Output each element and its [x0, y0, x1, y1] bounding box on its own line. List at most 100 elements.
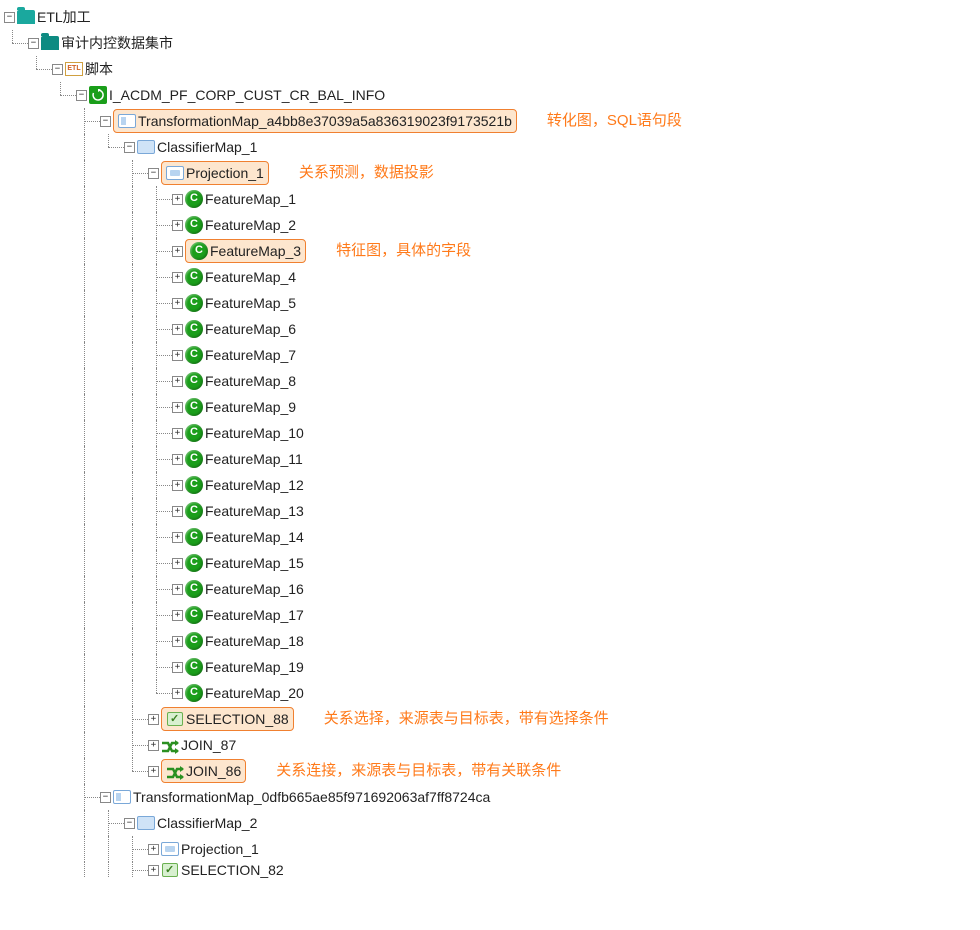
- tree-label: TransformationMap_a4bb8e37039a5a83631902…: [138, 110, 512, 132]
- tree-node-l1[interactable]: − 审计内控数据集市: [4, 30, 976, 56]
- tree-node-feature[interactable]: +CFeatureMap_16: [4, 576, 976, 602]
- tree-label: Projection_1: [181, 838, 259, 860]
- toggle-icon[interactable]: +: [172, 402, 183, 413]
- tree-node-feature[interactable]: +CFeatureMap_17: [4, 602, 976, 628]
- refresh-icon: [89, 86, 107, 104]
- etl-icon: ETL: [65, 60, 83, 78]
- feature-c-icon: C: [185, 424, 203, 442]
- tree-node-cmap1[interactable]: − ClassifierMap_1: [4, 134, 976, 160]
- tree-node-feature[interactable]: +CFeatureMap_5: [4, 290, 976, 316]
- tree-node-l2[interactable]: − ETL 脚本: [4, 56, 976, 82]
- tree-node-proj2[interactable]: + Projection_1: [4, 836, 976, 862]
- toggle-icon[interactable]: −: [76, 90, 87, 101]
- tree-node-feature[interactable]: +CFeatureMap_1: [4, 186, 976, 212]
- toggle-icon[interactable]: +: [172, 454, 183, 465]
- toggle-icon[interactable]: +: [172, 220, 183, 231]
- tree-label: SELECTION_88: [186, 708, 289, 730]
- toggle-icon[interactable]: −: [100, 116, 111, 127]
- projection-icon: [161, 840, 179, 858]
- toggle-icon[interactable]: +: [148, 844, 159, 855]
- tree-label: JOIN_86: [186, 760, 241, 782]
- tree-label: FeatureMap_19: [205, 656, 304, 678]
- toggle-icon[interactable]: +: [172, 480, 183, 491]
- toggle-icon[interactable]: +: [172, 636, 183, 647]
- tree-node-feature[interactable]: +CFeatureMap_8: [4, 368, 976, 394]
- toggle-icon[interactable]: +: [172, 532, 183, 543]
- tree-label: FeatureMap_4: [205, 266, 296, 288]
- tree-node-feature[interactable]: +CFeatureMap_7: [4, 342, 976, 368]
- tree-node-sel82[interactable]: + SELECTION_82: [4, 862, 976, 878]
- tree-node-feature[interactable]: +CFeatureMap_3特征图，具体的字段: [4, 238, 976, 264]
- tree-node-feature[interactable]: +CFeatureMap_19: [4, 654, 976, 680]
- tree-node-feature[interactable]: +CFeatureMap_18: [4, 628, 976, 654]
- map-icon: [137, 138, 155, 156]
- tree-label: FeatureMap_17: [205, 604, 304, 626]
- toggle-icon[interactable]: −: [100, 792, 111, 803]
- toggle-icon[interactable]: −: [52, 64, 63, 75]
- tree-node-feature[interactable]: +CFeatureMap_11: [4, 446, 976, 472]
- tree-label: Projection_1: [186, 162, 264, 184]
- feature-c-icon: C: [185, 528, 203, 546]
- join-icon: [166, 762, 184, 780]
- tree-node-tmap1[interactable]: − TransformationMap_a4bb8e37039a5a836319…: [4, 108, 976, 134]
- toggle-icon[interactable]: +: [172, 298, 183, 309]
- tree-label: FeatureMap_11: [205, 448, 303, 470]
- feature-c-icon: C: [185, 216, 203, 234]
- toggle-icon[interactable]: +: [172, 350, 183, 361]
- toggle-icon[interactable]: +: [172, 376, 183, 387]
- map-icon: [118, 112, 136, 130]
- feature-c-icon: C: [185, 476, 203, 494]
- tree-node-tmap2[interactable]: − TransformationMap_0dfb665ae85f97169206…: [4, 784, 976, 810]
- tree-node-feature[interactable]: +CFeatureMap_13: [4, 498, 976, 524]
- tree-node-join87[interactable]: + JOIN_87: [4, 732, 976, 758]
- toggle-icon[interactable]: +: [148, 766, 159, 777]
- toggle-icon[interactable]: +: [172, 428, 183, 439]
- tree-node-feature[interactable]: +CFeatureMap_15: [4, 550, 976, 576]
- tree-node-feature[interactable]: +CFeatureMap_12: [4, 472, 976, 498]
- tree-node-feature[interactable]: +CFeatureMap_20: [4, 680, 976, 706]
- tree-node-selection88[interactable]: + SELECTION_88 关系选择，来源表与目标表，带有选择条件: [4, 706, 976, 732]
- tree-node-l3[interactable]: − I_ACDM_PF_CORP_CUST_CR_BAL_INFO: [4, 82, 976, 108]
- toggle-icon[interactable]: −: [124, 142, 135, 153]
- toggle-icon[interactable]: −: [124, 818, 135, 829]
- feature-c-icon: C: [185, 502, 203, 520]
- tree-node-feature[interactable]: +CFeatureMap_10: [4, 420, 976, 446]
- tree-label: FeatureMap_10: [205, 422, 304, 444]
- toggle-icon[interactable]: +: [172, 506, 183, 517]
- toggle-icon[interactable]: +: [172, 324, 183, 335]
- toggle-icon[interactable]: −: [4, 12, 15, 23]
- toggle-icon[interactable]: +: [172, 558, 183, 569]
- tree-label: ClassifierMap_1: [157, 136, 257, 158]
- tree-node-feature[interactable]: +CFeatureMap_14: [4, 524, 976, 550]
- tree-node-join86[interactable]: + JOIN_86 关系连接，来源表与目标表，带有关联条件: [4, 758, 976, 784]
- toggle-icon[interactable]: +: [172, 584, 183, 595]
- toggle-icon[interactable]: +: [148, 865, 159, 876]
- toggle-icon[interactable]: +: [172, 662, 183, 673]
- toggle-icon[interactable]: +: [172, 610, 183, 621]
- tree-label: FeatureMap_13: [205, 500, 304, 522]
- tree-node-root[interactable]: − ETL加工: [4, 4, 976, 30]
- toggle-icon[interactable]: +: [172, 688, 183, 699]
- toggle-icon[interactable]: +: [148, 740, 159, 751]
- tree-node-feature[interactable]: +CFeatureMap_6: [4, 316, 976, 342]
- toggle-icon[interactable]: +: [172, 246, 183, 257]
- tree-node-proj1[interactable]: − Projection_1 关系预测，数据投影: [4, 160, 976, 186]
- toggle-icon[interactable]: −: [28, 38, 39, 49]
- tree-node-feature[interactable]: +CFeatureMap_9: [4, 394, 976, 420]
- toggle-icon[interactable]: +: [148, 714, 159, 725]
- tree-node-cmap2[interactable]: − ClassifierMap_2: [4, 810, 976, 836]
- annotation-text: 转化图，SQL语句段: [547, 109, 682, 133]
- tree-node-feature[interactable]: +CFeatureMap_4: [4, 264, 976, 290]
- highlight-box: SELECTION_88: [161, 707, 294, 731]
- feature-c-icon: C: [185, 632, 203, 650]
- toggle-icon[interactable]: −: [148, 168, 159, 179]
- tree-label: FeatureMap_9: [205, 396, 296, 418]
- tree-label: 脚本: [85, 58, 113, 80]
- feature-c-icon: C: [185, 398, 203, 416]
- tree-node-feature[interactable]: +CFeatureMap_2: [4, 212, 976, 238]
- tree-label: SELECTION_82: [181, 862, 284, 878]
- toggle-icon[interactable]: +: [172, 272, 183, 283]
- toggle-icon[interactable]: +: [172, 194, 183, 205]
- feature-c-icon: C: [185, 294, 203, 312]
- tree-label: FeatureMap_15: [205, 552, 304, 574]
